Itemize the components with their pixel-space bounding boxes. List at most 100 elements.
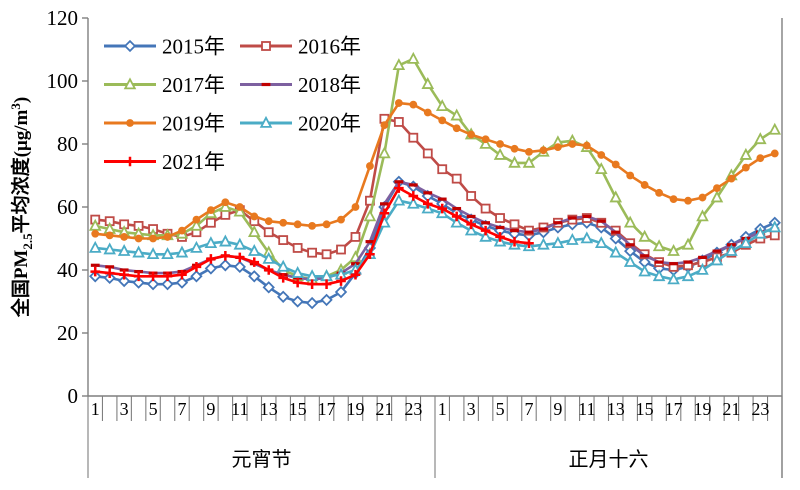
series-marker (597, 151, 606, 159)
series-marker (149, 234, 157, 243)
series-marker (163, 233, 172, 241)
series-marker (291, 266, 304, 278)
series-marker (509, 219, 520, 230)
x-axis-hour-label: 9 (553, 399, 562, 419)
series-marker (276, 259, 290, 272)
series-marker (132, 276, 145, 289)
series-marker (334, 285, 348, 299)
series-marker (754, 132, 767, 145)
series-marker (524, 238, 534, 249)
series-marker (117, 243, 131, 256)
x-axis-hour-label: 13 (607, 399, 625, 419)
series-marker (105, 231, 114, 240)
legend-label: 2017年 (162, 73, 225, 97)
series-marker (623, 254, 637, 267)
legend-label: 2018年 (298, 73, 361, 97)
x-axis-day-label: 元宵节 (232, 448, 292, 471)
series-marker (479, 136, 492, 149)
x-axis-hour-label: 13 (260, 399, 278, 419)
x-axis-hour-label: 7 (524, 399, 533, 419)
series-marker (220, 251, 231, 261)
series-marker (394, 99, 403, 107)
series-marker (408, 183, 418, 187)
series-marker (495, 225, 505, 230)
series-marker (768, 122, 782, 135)
series-marker (451, 211, 462, 222)
series-marker (667, 272, 680, 285)
series-marker (363, 209, 377, 222)
x-axis-hour-label: 3 (120, 399, 129, 419)
series-marker (392, 58, 406, 71)
x-axis-hour-label: 7 (177, 399, 186, 419)
series-marker (307, 247, 318, 258)
series-marker (123, 77, 137, 90)
legend-item-2016年: 2016年 (240, 35, 361, 59)
series-marker (739, 236, 753, 249)
series-marker (479, 229, 492, 242)
series-marker (725, 243, 738, 256)
series-marker (407, 51, 420, 64)
y-axis-tick-label: 120 (47, 6, 79, 30)
y-axis-tick-label: 0 (68, 384, 79, 408)
y-axis-title: 全国PM2.5平均浓度(μg/m3) (8, 97, 35, 318)
legend-item-2017年: 2017年 (104, 73, 225, 97)
series-marker (291, 295, 304, 308)
series-marker (264, 217, 273, 226)
x-axis-hour-label: 23 (751, 399, 769, 419)
series-marker (146, 247, 160, 260)
series-marker (134, 234, 143, 243)
series-marker (481, 221, 491, 225)
series-marker (423, 108, 432, 117)
series-marker (292, 243, 303, 253)
series-marker (117, 274, 131, 288)
series-marker (437, 164, 448, 175)
series-marker (262, 281, 275, 294)
series-marker (123, 39, 137, 53)
x-axis-hour-label: 3 (467, 399, 476, 419)
series-marker (235, 203, 244, 211)
x-axis-hour-label: 5 (496, 399, 505, 419)
series-marker (133, 271, 144, 282)
series-marker (768, 220, 782, 233)
series-marker (263, 265, 274, 275)
series-marker (582, 141, 591, 150)
series-marker (480, 225, 491, 236)
series-marker (175, 276, 189, 289)
series-marker (392, 193, 406, 206)
series-marker (337, 215, 345, 224)
series-marker (278, 273, 288, 283)
series-marker (669, 195, 678, 204)
series-2021年 (90, 183, 534, 289)
series-marker (366, 162, 374, 170)
series-marker (452, 124, 461, 133)
series-marker (684, 196, 692, 205)
series-marker (321, 249, 332, 260)
series-marker (696, 209, 709, 222)
series-marker (261, 41, 271, 51)
x-axis-hour-label: 11 (231, 399, 248, 419)
series-marker (120, 233, 129, 241)
series-marker (380, 121, 389, 129)
series-marker (379, 202, 389, 206)
series-marker (495, 232, 505, 242)
series-marker (681, 269, 695, 282)
series-marker (437, 197, 447, 201)
series-marker (640, 181, 649, 189)
series-marker (259, 115, 273, 128)
legend-item-2015年: 2015年 (104, 35, 225, 59)
series-marker (568, 140, 577, 148)
series-marker (190, 218, 203, 231)
series-marker (190, 270, 203, 283)
series-marker (88, 218, 102, 231)
series-marker (539, 146, 548, 155)
legend-item-2020年: 2020年 (240, 112, 361, 136)
y-axis-tick-label: 80 (57, 132, 78, 156)
series-marker (278, 235, 289, 245)
series-marker (305, 296, 319, 310)
series-marker (119, 269, 129, 280)
series-marker (408, 132, 419, 143)
series-marker (321, 279, 332, 289)
series-marker (466, 219, 476, 230)
series-marker (611, 160, 620, 169)
series-marker (438, 116, 447, 125)
